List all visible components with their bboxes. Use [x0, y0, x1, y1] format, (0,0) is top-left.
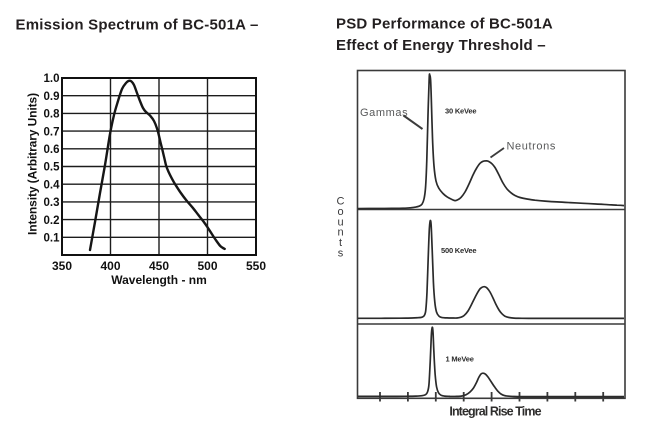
svg-text:Integral Rise Time: Integral Rise Time [449, 405, 541, 419]
svg-text:0.8: 0.8 [44, 109, 61, 121]
svg-text:C: C [337, 196, 345, 208]
svg-text:Gammas: Gammas [360, 107, 408, 119]
svg-text:350: 350 [52, 259, 72, 273]
svg-text:500 KeVee: 500 KeVee [441, 246, 476, 255]
svg-text:PSD Performance of BC-501A: PSD Performance of BC-501A [336, 16, 553, 33]
svg-text:t: t [339, 237, 342, 249]
svg-text:0.3: 0.3 [44, 197, 60, 209]
svg-text:Neutrons: Neutrons [507, 141, 556, 153]
svg-text:400: 400 [100, 259, 120, 273]
svg-text:n: n [337, 227, 343, 239]
svg-text:0.9: 0.9 [44, 91, 60, 103]
svg-text:s: s [338, 248, 344, 260]
svg-text:0.6: 0.6 [44, 144, 60, 156]
svg-text:Effect of Energy Threshold –: Effect of Energy Threshold – [336, 37, 546, 54]
svg-text:Wavelength - nm: Wavelength - nm [111, 273, 207, 287]
svg-text:500: 500 [197, 259, 217, 273]
svg-text:1.0: 1.0 [44, 73, 60, 85]
svg-text:o: o [337, 206, 343, 218]
svg-text:0.5: 0.5 [44, 162, 61, 174]
svg-text:30 KeVee: 30 KeVee [445, 107, 476, 116]
svg-text:Intensity (Arbitrary Units): Intensity (Arbitrary Units) [26, 93, 40, 235]
svg-text:0.1: 0.1 [44, 233, 61, 245]
svg-text:u: u [337, 216, 343, 228]
svg-text:Emission Spectrum of BC-501A –: Emission Spectrum of BC-501A – [16, 17, 259, 34]
svg-text:450: 450 [149, 259, 169, 273]
svg-text:1 MeVee: 1 MeVee [446, 355, 474, 364]
svg-text:0.7: 0.7 [44, 126, 60, 138]
svg-text:0.4: 0.4 [44, 179, 61, 191]
svg-text:550: 550 [246, 259, 266, 273]
svg-text:0.2: 0.2 [44, 215, 60, 227]
